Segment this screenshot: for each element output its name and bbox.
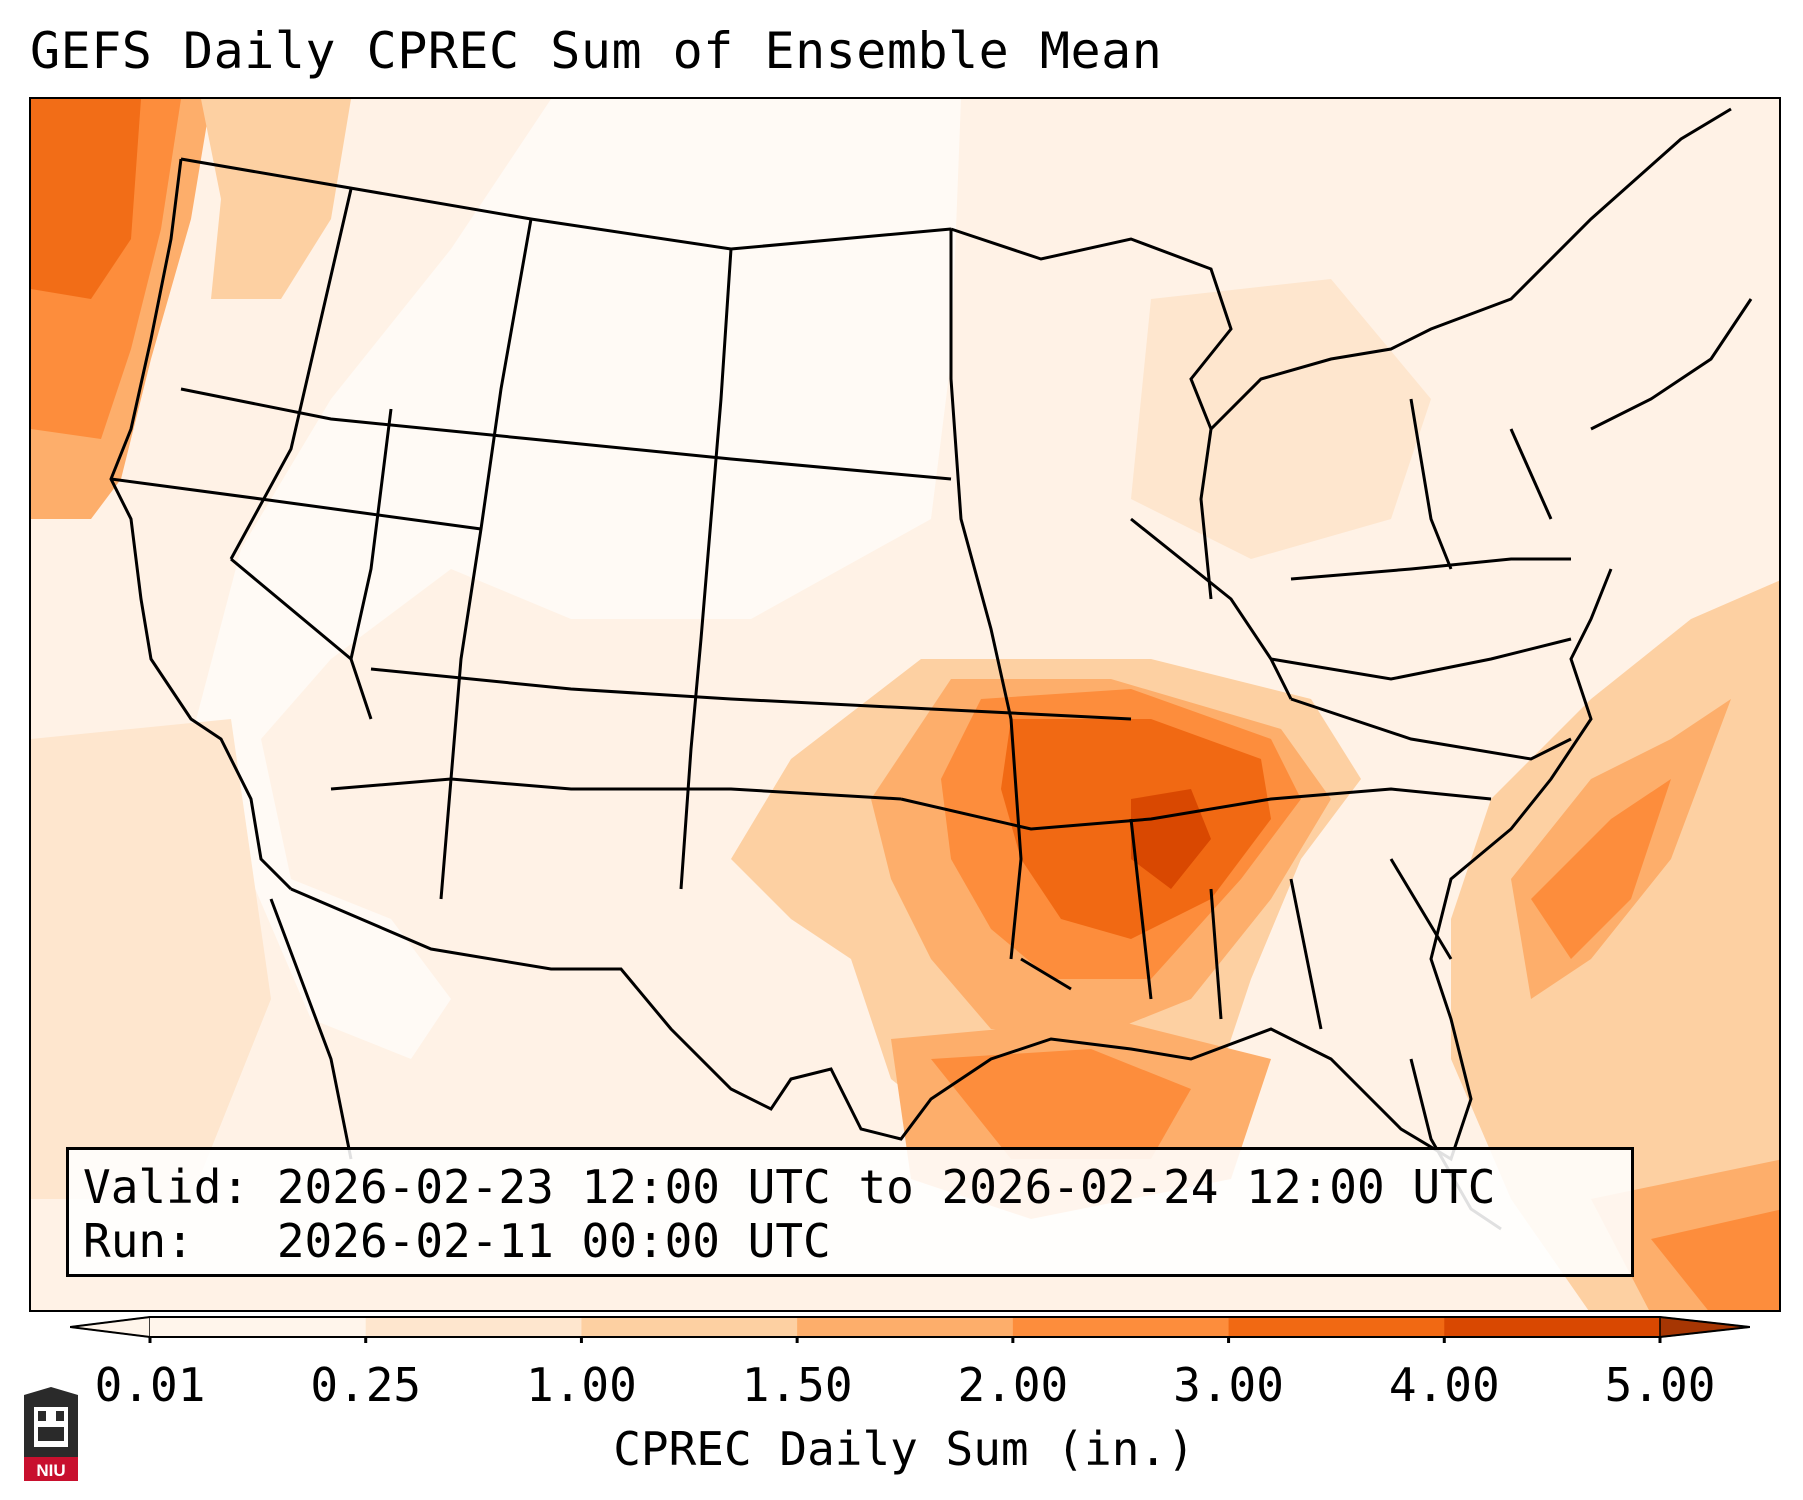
colorbar-label: CPREC Daily Sum (in.) xyxy=(613,1422,1195,1476)
colorbar-tick-label: 0.25 xyxy=(310,1358,422,1412)
colorbar-tick-label: 4.00 xyxy=(1388,1358,1500,1412)
boundary-lines xyxy=(109,107,1753,1231)
precip-map xyxy=(31,99,1779,1310)
logo-text: NIU xyxy=(36,1461,65,1480)
colorbar-tick-label: 5.00 xyxy=(1604,1358,1716,1412)
colorbar-segment xyxy=(365,1317,582,1337)
colorbar-tick-label: 1.50 xyxy=(741,1358,853,1412)
colorbar-extend-high xyxy=(1659,1316,1750,1338)
colorbar-tick-label: 0.01 xyxy=(94,1358,206,1412)
colorbar-segment xyxy=(1012,1317,1230,1337)
colorbar-extend-low xyxy=(70,1316,151,1338)
colorbar-segment xyxy=(1444,1317,1661,1337)
colorbar-ticks xyxy=(148,1337,1662,1343)
colorbar-tick-label: 1.00 xyxy=(526,1358,637,1412)
valid-run-info-box: Valid: 2026-02-23 12:00 UTC to 2026-02-2… xyxy=(66,1147,1634,1277)
colorbar-segment xyxy=(797,1317,1014,1337)
niu-building-icon: NIU xyxy=(24,1387,78,1481)
colorbar-tick-label: 2.00 xyxy=(957,1358,1069,1412)
colorbar-tick-label: 3.00 xyxy=(1173,1358,1284,1412)
map-title: GEFS Daily CPREC Sum of Ensemble Mean xyxy=(30,22,1163,80)
colorbar-segment xyxy=(150,1317,367,1337)
run-time-text: Run: 2026-02-11 00:00 UTC xyxy=(83,1214,831,1268)
precip-shading xyxy=(31,99,1779,1310)
valid-time-text: Valid: 2026-02-23 12:00 UTC to 2026-02-2… xyxy=(83,1160,1496,1214)
colorbar-segments xyxy=(70,1316,1750,1338)
colorbar-segment xyxy=(1228,1317,1445,1337)
colorbar-segment xyxy=(581,1317,798,1337)
map-panel xyxy=(29,97,1781,1312)
colorbar xyxy=(70,1316,1750,1343)
